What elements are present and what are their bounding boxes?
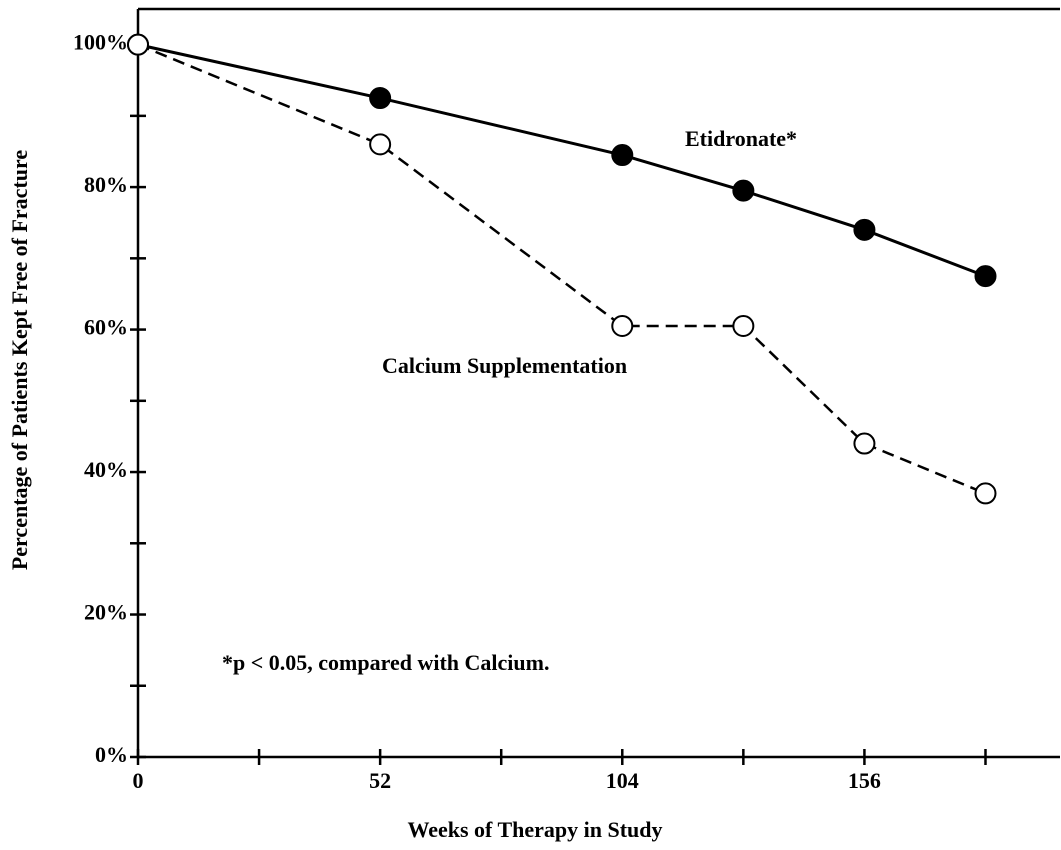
data-point xyxy=(127,33,149,56)
data-point xyxy=(974,265,997,288)
data-point xyxy=(611,315,634,338)
x-tick-label: 156 xyxy=(848,768,881,793)
data-point xyxy=(611,144,634,167)
x-tick-label: 52 xyxy=(369,768,391,793)
annotation: *p < 0.05, compared with Calcium. xyxy=(222,650,549,675)
y-tick-label: 80% xyxy=(84,172,128,197)
y-axis-label: Percentage of Patients Kept Free of Frac… xyxy=(7,150,32,571)
data-point xyxy=(974,482,997,505)
y-tick-label: 100% xyxy=(73,30,128,55)
data-point xyxy=(369,87,392,110)
data-point xyxy=(732,179,755,202)
x-tick-label: 0 xyxy=(133,768,144,793)
y-tick-label: 60% xyxy=(84,315,128,340)
series-label: Calcium Supplementation xyxy=(382,353,627,378)
y-tick-label: 40% xyxy=(84,457,128,482)
series-line xyxy=(137,43,987,278)
data-point xyxy=(369,133,392,156)
data-point xyxy=(853,218,876,241)
x-axis-label: Weeks of Therapy in Study xyxy=(407,817,662,842)
series-label: Etidronate* xyxy=(685,126,797,151)
y-tick-label: 0% xyxy=(95,742,128,767)
data-point xyxy=(732,315,755,338)
series-line xyxy=(137,43,986,495)
y-tick-label: 20% xyxy=(84,600,128,625)
data-point xyxy=(853,432,876,455)
x-tick-label: 104 xyxy=(606,768,639,793)
